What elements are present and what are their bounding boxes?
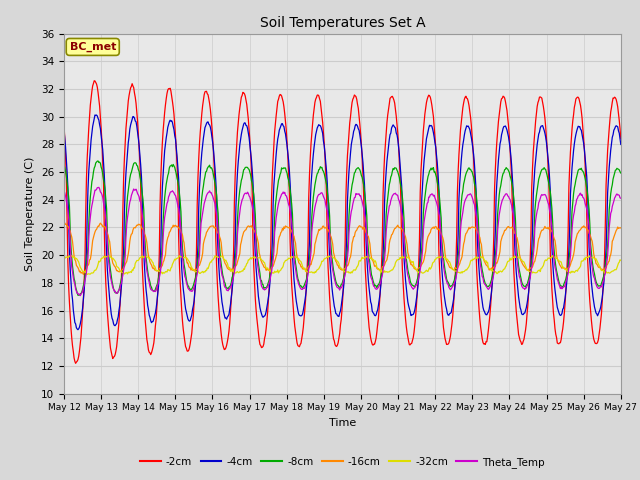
- -8cm: [74, 292, 82, 298]
- -32cm: [412, 265, 419, 271]
- Theta_Temp: [617, 195, 625, 201]
- -4cm: [91, 112, 99, 118]
- -16cm: [79, 272, 87, 277]
- -16cm: [186, 264, 193, 270]
- -4cm: [74, 327, 82, 333]
- -2cm: [90, 78, 98, 84]
- -2cm: [72, 360, 79, 366]
- -4cm: [70, 313, 78, 319]
- -4cm: [186, 318, 193, 324]
- -8cm: [60, 162, 68, 168]
- Theta_Temp: [129, 188, 137, 194]
- -2cm: [617, 136, 625, 142]
- -32cm: [617, 257, 625, 263]
- Text: BC_met: BC_met: [70, 42, 116, 52]
- -2cm: [70, 355, 78, 361]
- -32cm: [215, 255, 223, 261]
- -16cm: [617, 225, 625, 231]
- -16cm: [71, 257, 79, 263]
- Theta_Temp: [76, 293, 84, 299]
- -32cm: [428, 263, 436, 269]
- -8cm: [70, 276, 78, 281]
- -16cm: [61, 220, 68, 226]
- Title: Soil Temperatures Set A: Soil Temperatures Set A: [260, 16, 425, 30]
- -32cm: [71, 254, 79, 260]
- -8cm: [186, 286, 193, 292]
- Theta_Temp: [412, 283, 419, 288]
- -4cm: [215, 264, 223, 270]
- -32cm: [83, 272, 91, 277]
- -2cm: [412, 314, 419, 320]
- -8cm: [617, 170, 625, 176]
- Theta_Temp: [95, 184, 102, 190]
- -32cm: [129, 268, 137, 274]
- -16cm: [428, 226, 436, 231]
- Theta_Temp: [60, 188, 68, 193]
- -4cm: [129, 114, 137, 120]
- -4cm: [60, 127, 68, 133]
- Theta_Temp: [215, 247, 223, 253]
- Theta_Temp: [186, 287, 193, 293]
- -32cm: [68, 252, 76, 258]
- Theta_Temp: [70, 279, 78, 285]
- -8cm: [215, 234, 223, 240]
- -4cm: [428, 123, 436, 129]
- -2cm: [129, 83, 137, 89]
- Line: -8cm: -8cm: [64, 161, 621, 295]
- -2cm: [60, 122, 68, 128]
- X-axis label: Time: Time: [329, 418, 356, 428]
- -32cm: [186, 259, 193, 265]
- -8cm: [94, 158, 102, 164]
- -8cm: [412, 282, 419, 288]
- -2cm: [186, 345, 193, 350]
- Theta_Temp: [428, 191, 436, 197]
- -32cm: [60, 255, 68, 261]
- -2cm: [215, 305, 223, 311]
- -16cm: [412, 266, 419, 272]
- -8cm: [129, 163, 137, 169]
- Legend: -2cm, -4cm, -8cm, -16cm, -32cm, Theta_Temp: -2cm, -4cm, -8cm, -16cm, -32cm, Theta_Te…: [136, 453, 549, 472]
- Y-axis label: Soil Temperature (C): Soil Temperature (C): [26, 156, 35, 271]
- Line: -2cm: -2cm: [64, 81, 621, 363]
- -16cm: [215, 231, 223, 237]
- -16cm: [129, 228, 137, 233]
- -4cm: [412, 302, 419, 308]
- Line: -4cm: -4cm: [64, 115, 621, 330]
- -4cm: [617, 142, 625, 147]
- -16cm: [60, 221, 68, 227]
- Line: Theta_Temp: Theta_Temp: [64, 187, 621, 296]
- -2cm: [428, 102, 436, 108]
- -8cm: [428, 167, 436, 173]
- Line: -16cm: -16cm: [64, 223, 621, 275]
- Line: -32cm: -32cm: [64, 255, 621, 275]
